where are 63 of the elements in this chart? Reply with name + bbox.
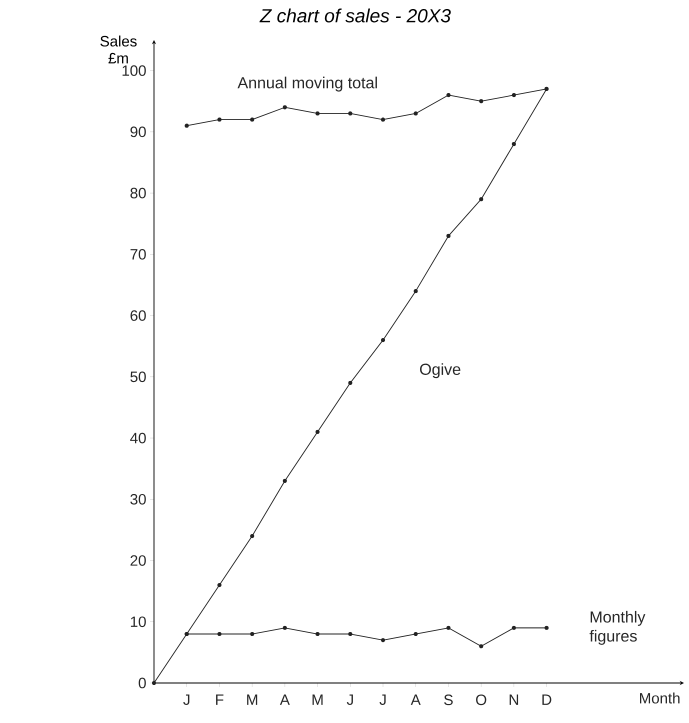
y-tick-label: 70 xyxy=(130,249,146,260)
series-label: Annual moving total xyxy=(238,76,377,92)
y-tick-label: 100 xyxy=(122,65,146,76)
text: Ogive xyxy=(420,363,460,378)
point xyxy=(446,626,450,630)
point xyxy=(479,197,484,202)
chart-title: Z chart of sales - 20X3 xyxy=(259,8,451,22)
point xyxy=(348,111,352,116)
y-tick-label: 60 xyxy=(130,310,146,321)
x-tick-label: J xyxy=(183,694,190,705)
point xyxy=(217,582,222,588)
point xyxy=(512,93,516,98)
point xyxy=(250,534,254,538)
point xyxy=(282,105,287,110)
point xyxy=(446,93,450,98)
point xyxy=(446,234,450,238)
y-axis-title: Sales £m xyxy=(100,36,137,64)
x-tick-label: D xyxy=(542,694,552,705)
point xyxy=(348,632,352,636)
x-tick-label: F xyxy=(216,694,224,705)
y-tick-label: 50 xyxy=(130,371,146,382)
point xyxy=(217,118,222,122)
x-tick-label: M xyxy=(312,694,323,705)
text: Month xyxy=(640,692,680,704)
point xyxy=(282,626,287,630)
point xyxy=(250,118,254,122)
point xyxy=(152,680,156,686)
point xyxy=(414,111,418,116)
y-tick-label: 10 xyxy=(130,616,146,628)
point xyxy=(512,626,516,630)
point xyxy=(380,638,386,642)
y-tick-label: 30 xyxy=(130,494,146,505)
point xyxy=(348,380,352,385)
y-tick-label: 0 xyxy=(138,678,146,688)
x-tick-label: A xyxy=(280,694,290,705)
y-tick-label: 20 xyxy=(130,555,146,566)
x-tick-label: A xyxy=(410,694,421,705)
x-tick-label: J xyxy=(346,694,353,705)
text: Monthly figures xyxy=(590,610,646,645)
y-tick-label: 80 xyxy=(130,188,146,198)
point xyxy=(316,632,320,636)
y-tick-label: 40 xyxy=(130,432,146,444)
point xyxy=(479,644,484,648)
x-tick-label: O xyxy=(476,694,486,706)
point xyxy=(380,338,386,342)
point xyxy=(414,289,418,294)
x-tick-label: N xyxy=(510,694,518,705)
x-tick-label: M xyxy=(247,694,258,705)
point xyxy=(316,430,320,434)
x-tick-label: S xyxy=(444,694,453,706)
point xyxy=(282,478,287,483)
point xyxy=(316,111,320,116)
point xyxy=(544,86,549,92)
point xyxy=(512,142,516,146)
point xyxy=(414,632,418,636)
point xyxy=(544,626,549,630)
point xyxy=(380,118,386,122)
point xyxy=(184,124,189,128)
point xyxy=(217,632,222,636)
point xyxy=(479,99,484,104)
point xyxy=(250,632,254,636)
y-tick-label: 90 xyxy=(130,126,146,138)
x-tick-label: J xyxy=(380,694,386,705)
